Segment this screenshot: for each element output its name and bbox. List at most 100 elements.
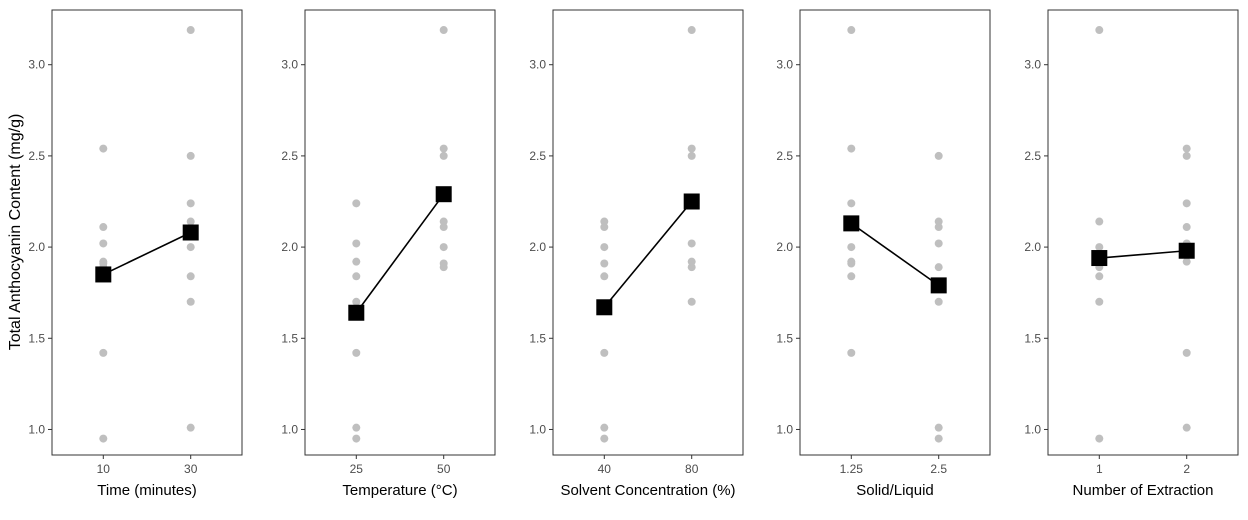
mean-line [1099, 249, 1187, 259]
mean-marker [683, 193, 700, 210]
y-tick-label: 2.5 [1024, 149, 1041, 163]
mean-line [102, 231, 192, 276]
y-tick-label: 3.0 [28, 58, 45, 72]
x-tick-label: 30 [184, 462, 198, 476]
y-tick-label: 1.5 [776, 331, 793, 345]
data-point [439, 26, 448, 35]
panel-frame [1047, 9, 1239, 456]
data-point [687, 26, 696, 35]
data-point [1095, 434, 1104, 443]
mean-marker [182, 224, 199, 241]
panel-frame [304, 9, 496, 456]
y-tick-label: 1.5 [281, 331, 298, 345]
x-tick-label: 2 [1183, 462, 1190, 476]
data-point [1182, 199, 1191, 208]
x-axis-label: Solvent Concentration (%) [560, 482, 735, 499]
data-point [186, 217, 195, 226]
data-point [934, 423, 943, 432]
data-point [687, 239, 696, 248]
y-tick-label: 2.0 [1024, 240, 1041, 254]
data-point [439, 144, 448, 153]
mean-marker [95, 266, 112, 283]
x-tick-label: 2.5 [930, 462, 947, 476]
data-point [439, 259, 448, 268]
y-axis-label: Total Anthocyanin Content (mg/g) [7, 114, 24, 351]
y-tick-label: 1.0 [281, 422, 298, 436]
data-point [99, 257, 108, 266]
mean-line [850, 222, 940, 287]
panel-frame [799, 9, 991, 456]
data-point [600, 348, 609, 357]
panel-4: 1.0 1.5 2.0 2.5 3.0 1 2 Number of Extraction [1024, 9, 1239, 499]
y-tick-label: 1.5 [529, 331, 546, 345]
y-tick-label: 1.0 [776, 422, 793, 436]
data-point [847, 257, 856, 266]
data-point [439, 243, 448, 252]
x-tick-label: 50 [437, 462, 451, 476]
data-point [1182, 348, 1191, 357]
data-point [847, 26, 856, 35]
data-point [352, 348, 361, 357]
data-point [600, 223, 609, 232]
panel-frame [552, 9, 744, 456]
data-point [934, 223, 943, 232]
data-point [1182, 257, 1191, 266]
data-point [847, 348, 856, 357]
y-tick-label: 1.5 [1024, 331, 1041, 345]
y-tick-label: 2.5 [281, 149, 298, 163]
data-point [1182, 151, 1191, 160]
data-point [1095, 26, 1104, 35]
mean-marker [930, 277, 947, 294]
data-point [352, 434, 361, 443]
panel-1: 1.0 1.5 2.0 2.5 3.0 25 50 Temperature (°C) [281, 9, 496, 499]
data-point [687, 144, 696, 153]
y-tick-label: 1.0 [1024, 422, 1041, 436]
x-axis-label: Solid/Liquid [856, 482, 934, 499]
data-point [687, 151, 696, 160]
x-axis-label: Number of Extraction [1073, 482, 1214, 499]
y-tick-label: 2.0 [529, 240, 546, 254]
data-point [600, 423, 609, 432]
data-point [1095, 217, 1104, 226]
data-point [186, 151, 195, 160]
x-tick-label: 80 [685, 462, 699, 476]
panel-3: 1.0 1.5 2.0 2.5 3.0 1.25 2.5 Solid/Liquid [776, 9, 991, 499]
y-tick-label: 3.0 [1024, 58, 1041, 72]
mean-line [603, 200, 693, 308]
mean-marker [1178, 242, 1195, 259]
data-point [600, 272, 609, 281]
y-tick-label: 2.5 [776, 149, 793, 163]
data-point [847, 199, 856, 208]
data-point [600, 243, 609, 252]
data-point [439, 223, 448, 232]
x-tick-label: 10 [97, 462, 111, 476]
x-axis-label: Time (minutes) [97, 482, 196, 499]
data-point [186, 199, 195, 208]
y-tick-label: 3.0 [281, 58, 298, 72]
data-point [352, 272, 361, 281]
data-point [352, 239, 361, 248]
data-point [439, 151, 448, 160]
mean-marker [435, 186, 452, 203]
data-point [352, 297, 361, 306]
data-point [99, 434, 108, 443]
data-point [1182, 423, 1191, 432]
data-point [687, 263, 696, 272]
data-point [934, 263, 943, 272]
x-tick-label: 40 [598, 462, 612, 476]
panel-frame [51, 9, 243, 456]
x-tick-label: 1 [1096, 462, 1103, 476]
y-tick-label: 2.0 [281, 240, 298, 254]
data-point [847, 144, 856, 153]
y-tick-label: 2.0 [28, 240, 45, 254]
data-point [600, 259, 609, 268]
y-tick-label: 1.5 [28, 331, 45, 345]
data-point [1182, 223, 1191, 232]
y-tick-label: 3.0 [529, 58, 546, 72]
mean-marker [348, 304, 365, 321]
data-point [847, 243, 856, 252]
data-point [934, 239, 943, 248]
data-point [934, 297, 943, 306]
data-point [439, 217, 448, 226]
